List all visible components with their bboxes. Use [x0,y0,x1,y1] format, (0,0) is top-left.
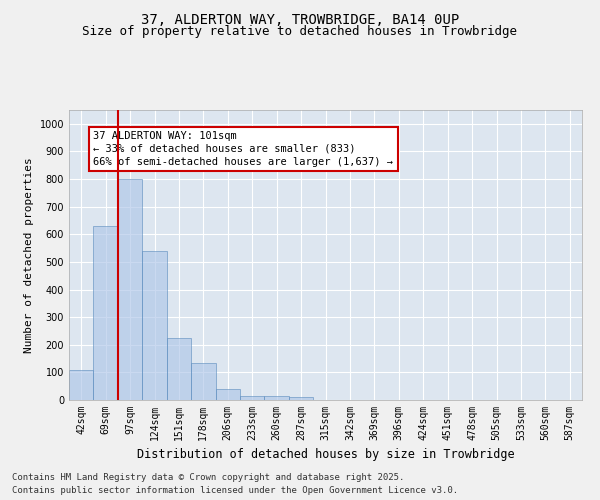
Text: Size of property relative to detached houses in Trowbridge: Size of property relative to detached ho… [83,25,517,38]
Bar [191,362,215,400]
Bar [215,389,240,400]
Text: Contains public sector information licensed under the Open Government Licence v3: Contains public sector information licen… [12,486,458,495]
Bar [94,226,118,400]
Bar [265,396,289,400]
Y-axis label: Number of detached properties: Number of detached properties [24,157,34,353]
Bar [69,370,94,400]
Text: 37 ALDERTON WAY: 101sqm
← 33% of detached houses are smaller (833)
66% of semi-d: 37 ALDERTON WAY: 101sqm ← 33% of detache… [94,130,394,167]
X-axis label: Distribution of detached houses by size in Trowbridge: Distribution of detached houses by size … [137,448,514,462]
Bar [167,338,191,400]
Bar [289,397,313,400]
Text: Contains HM Land Registry data © Crown copyright and database right 2025.: Contains HM Land Registry data © Crown c… [12,474,404,482]
Text: 37, ALDERTON WAY, TROWBRIDGE, BA14 0UP: 37, ALDERTON WAY, TROWBRIDGE, BA14 0UP [141,12,459,26]
Bar [118,179,142,400]
Bar [142,251,167,400]
Bar [240,396,265,400]
